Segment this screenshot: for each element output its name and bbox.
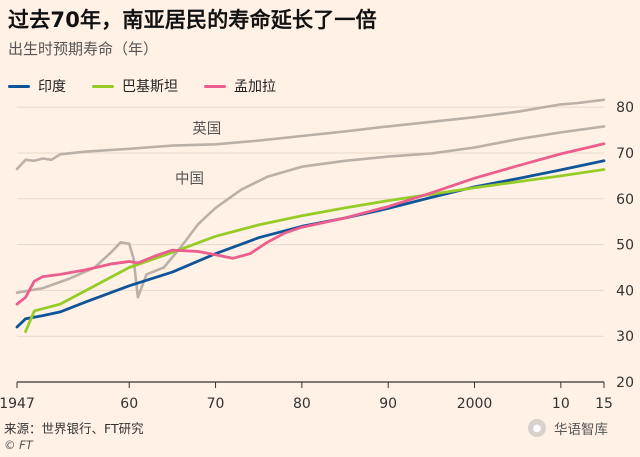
legend-swatch-india	[8, 84, 30, 88]
x-tick-label-1970: 70	[207, 396, 225, 412]
x-tick-label-1960: 60	[120, 396, 138, 412]
legend-item-india: 印度	[8, 76, 66, 96]
source-note: 来源：世界银行、FT研究	[4, 421, 144, 436]
legend-label-bangladesh: 孟加拉	[234, 79, 276, 95]
series-line-india	[15, 159, 606, 329]
x-tick-label-2015: 15	[595, 396, 613, 412]
annotation-uk: 英国	[192, 120, 221, 138]
watermark: ● 华语智库	[528, 418, 608, 438]
y-tick-label-70: 70	[616, 146, 634, 162]
legend-swatch-pakistan	[92, 84, 114, 88]
x-tick-label-1947: 1947	[0, 396, 35, 412]
legend-label-pakistan: 巴基斯坦	[122, 79, 178, 95]
legend-swatch-bangladesh	[204, 84, 226, 88]
annotation-china: 中国	[175, 171, 204, 188]
chart-title: 过去70年，南亚居民的寿命延长了一倍	[8, 8, 377, 32]
y-tick-label-80: 80	[616, 100, 634, 116]
x-tick-label-2000: 2000	[457, 396, 493, 412]
y-tick-label-40: 40	[616, 283, 634, 299]
x-tick-label-2010: 10	[552, 396, 570, 412]
legend: 印度 巴基斯坦 孟加拉	[8, 76, 302, 96]
series-line-bangladesh	[15, 142, 606, 306]
wechat-icon: ●	[528, 419, 546, 437]
y-tick-label-60: 60	[616, 192, 634, 208]
legend-label-india: 印度	[38, 79, 66, 95]
watermark-text: 华语智库	[554, 422, 608, 438]
y-tick-label-30: 30	[616, 329, 634, 345]
series-line-pakistan	[24, 168, 606, 333]
chart-subtitle: 出生时预期寿命（年）	[8, 40, 159, 58]
series-line-uk	[15, 98, 606, 171]
legend-item-bangladesh: 孟加拉	[204, 76, 276, 96]
x-tick-label-1980: 80	[293, 396, 311, 412]
ft-credit: © FT	[4, 438, 33, 452]
series-line-china	[15, 125, 606, 299]
y-tick-label-50: 50	[616, 238, 634, 254]
x-tick-label-1990: 90	[379, 396, 397, 412]
legend-item-pakistan: 巴基斯坦	[92, 76, 178, 96]
y-tick-label-20: 20	[616, 375, 634, 391]
